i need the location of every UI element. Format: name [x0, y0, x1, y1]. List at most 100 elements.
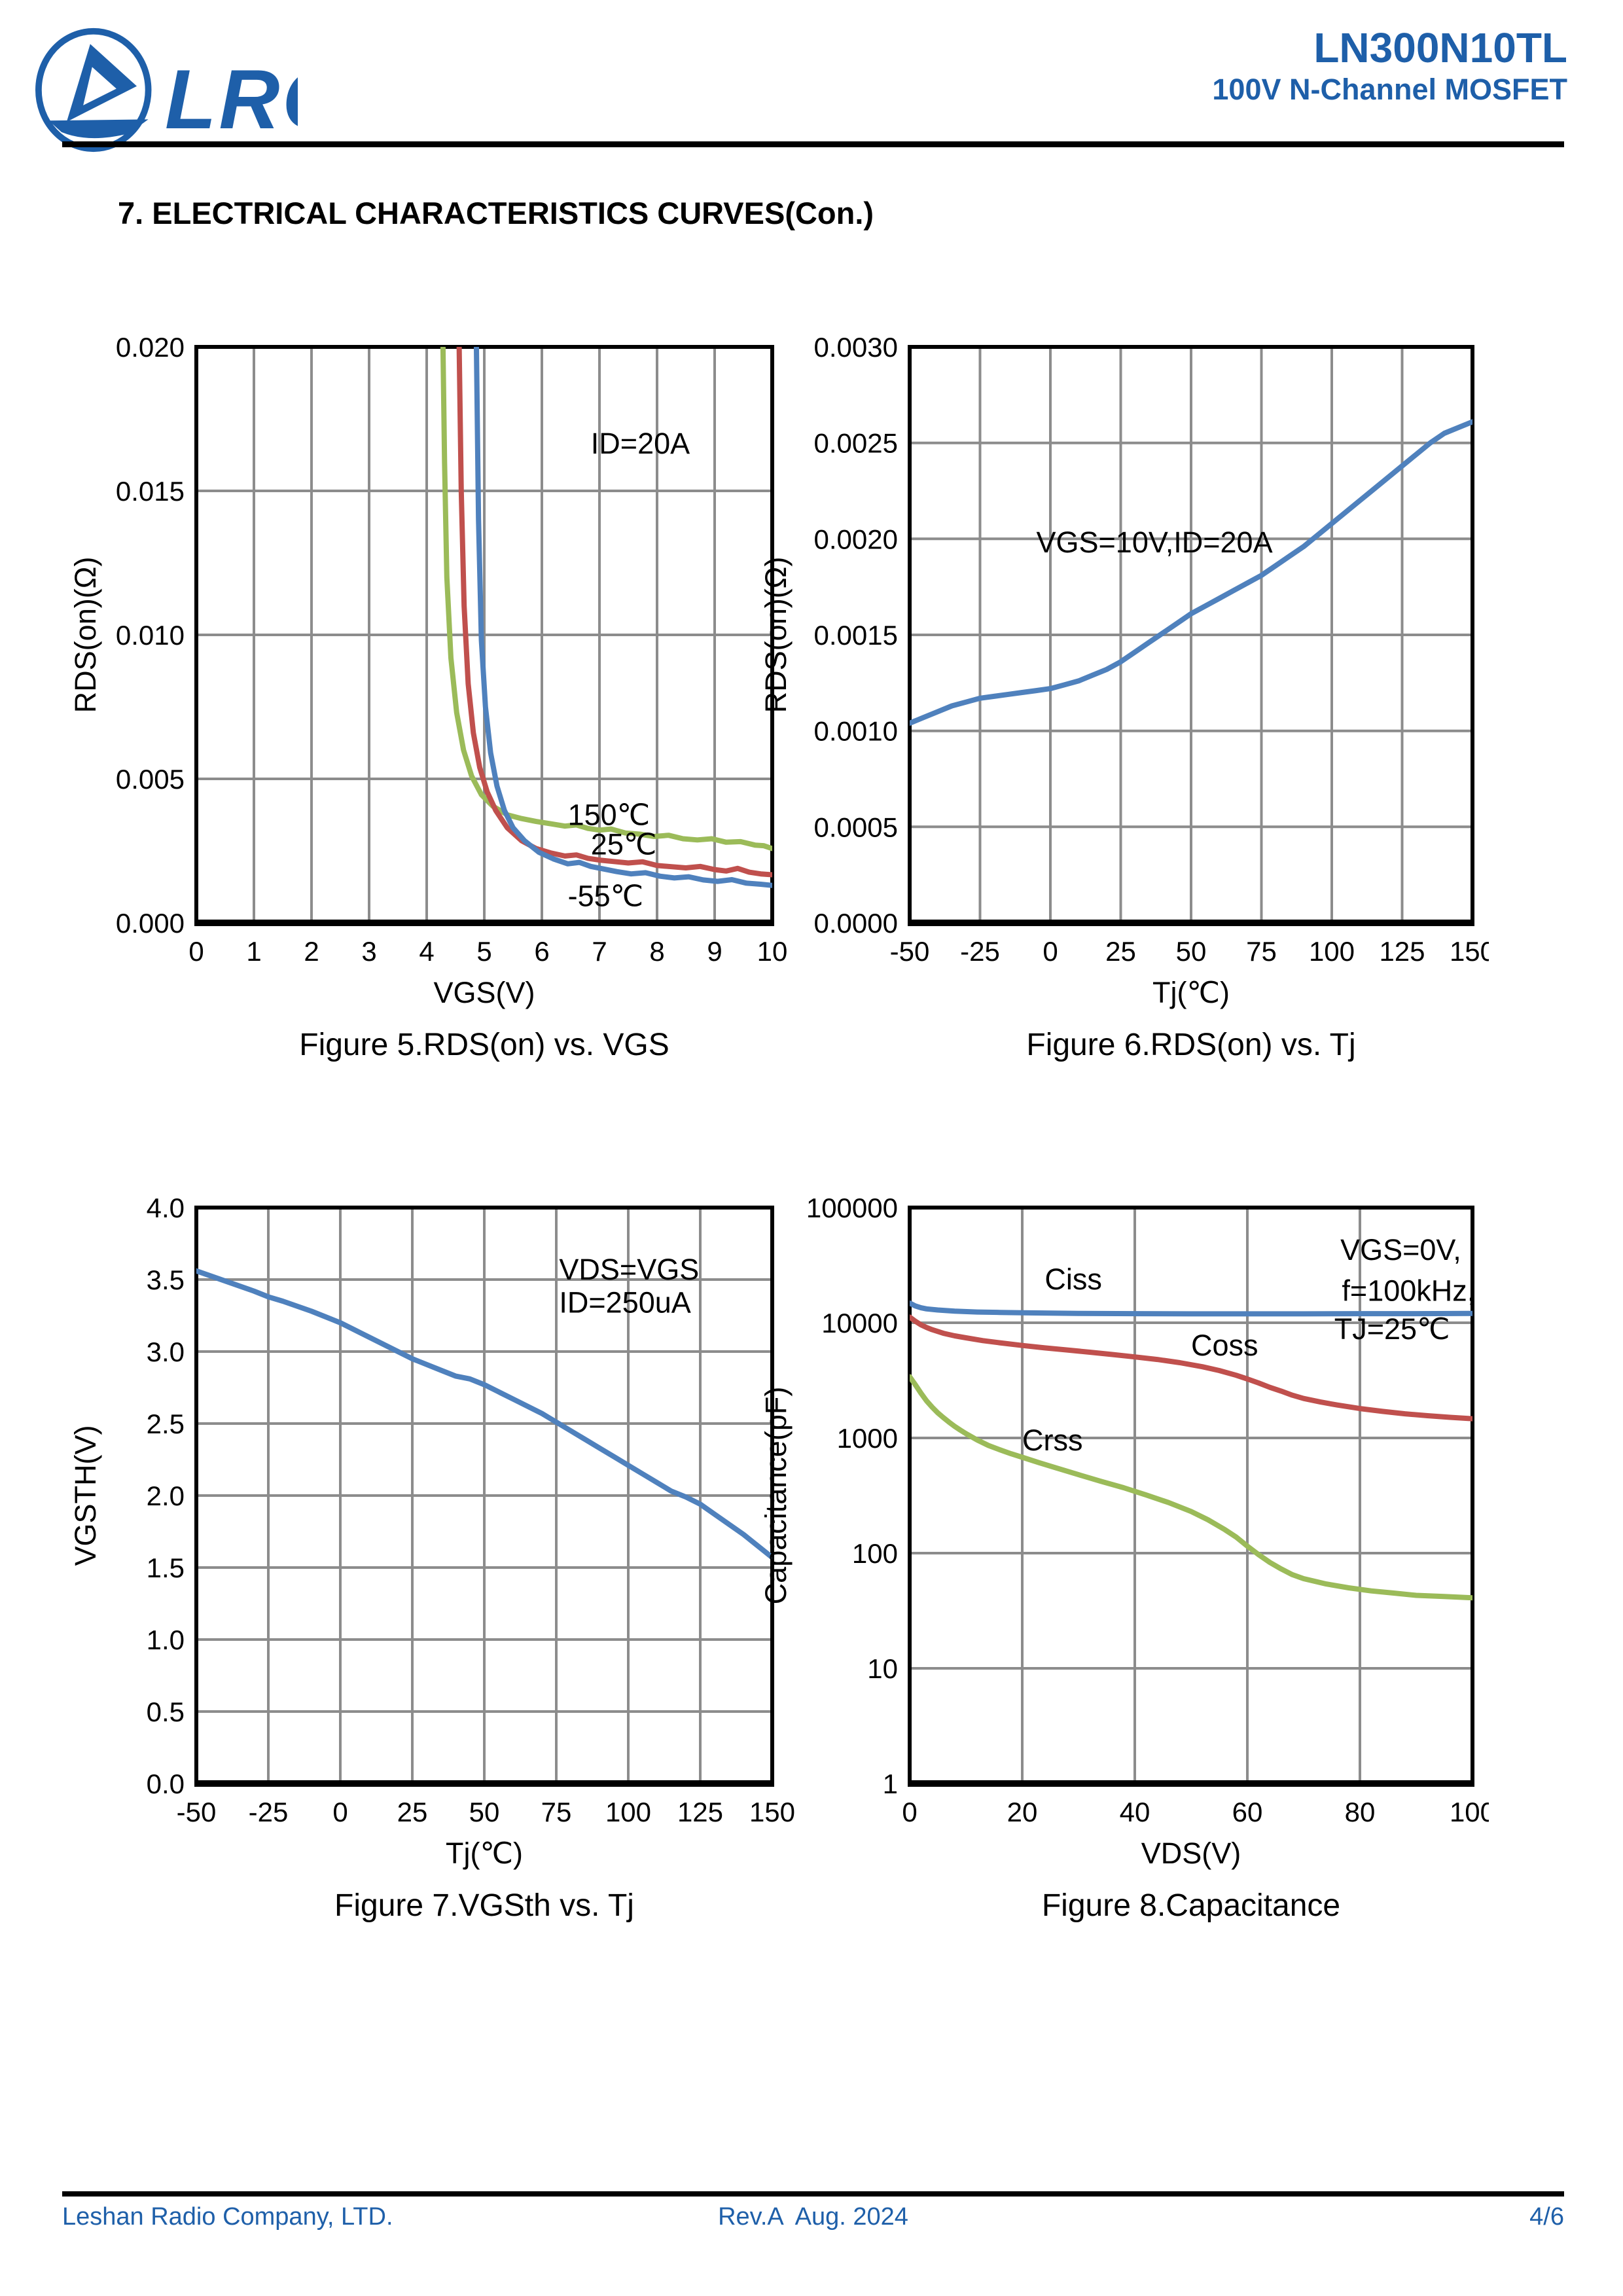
y-tick-label: 100 — [852, 1538, 898, 1569]
part-number: LN300N10TL — [1313, 24, 1567, 71]
x-tick-label: 60 — [1232, 1797, 1263, 1827]
y-tick-label: 0.5 — [147, 1696, 185, 1727]
annotation: Coss — [1191, 1329, 1258, 1362]
y-tick-label: 1.0 — [147, 1624, 185, 1655]
x-axis-label: Tj(℃) — [1152, 976, 1230, 1009]
annotation: VGS=10V,ID=20A — [1037, 526, 1273, 559]
x-tick-label: 100 — [1309, 936, 1355, 967]
x-axis-label: Tj(℃) — [446, 1837, 523, 1870]
y-tick-label: 0.010 — [116, 620, 185, 651]
y-tick-label: 0.0030 — [814, 332, 898, 363]
annotation: ID=250uA — [559, 1286, 690, 1319]
x-axis-label: VGS(V) — [433, 976, 535, 1009]
figure-7: -50 -25 0 25 50 75 100 125 150 0.0 0.5 1.0 1.5 2.0 2.5… — [65, 1145, 798, 1924]
x-tick-label: 6 — [534, 936, 549, 967]
x-tick-label: 75 — [541, 1797, 572, 1827]
footer-company: Leshan Radio Company, LTD. — [62, 2203, 393, 2231]
x-tick-label: 0 — [902, 1797, 917, 1827]
series-Crss — [910, 1374, 1472, 1601]
y-tick-label: 0.0010 — [814, 716, 898, 747]
x-tick-label: -25 — [960, 936, 1000, 967]
footer: Leshan Radio Company, LTD. Rev.A Aug. 20… — [62, 2203, 1564, 2231]
x-tick-label: 5 — [476, 936, 491, 967]
x-tick-label: 80 — [1345, 1797, 1376, 1827]
y-tick-label: 0.0 — [147, 1768, 185, 1799]
x-tick-label: -50 — [177, 1797, 217, 1827]
y-tick-label: 3.0 — [147, 1336, 185, 1367]
section-title: 7. ELECTRICAL CHARACTERISTICS CURVES(Con… — [118, 196, 874, 230]
gridlines — [910, 1208, 1472, 1784]
footer-page-number: 4/6 — [1529, 2203, 1564, 2231]
figure-5: 0 1 2 3 4 5 6 7 8 9 10 0.000 0.005 0.010 0.015 0.020 VGS… — [65, 285, 798, 1063]
axis-tick-labels: 0 1 2 3 4 5 6 7 8 9 10 0.000 0.005 0.010 0.015 0.020 — [116, 332, 787, 967]
x-tick-label: 75 — [1246, 936, 1277, 967]
axis-tick-labels: 0 20 40 60 80 100 1 10 100 1000 10000 100000 — [806, 1193, 1489, 1827]
x-tick-label: 3 — [361, 936, 376, 967]
logo-sail-notch — [83, 67, 116, 105]
y-tick-label: 0.0005 — [814, 812, 898, 842]
y-tick-label: 0.005 — [116, 764, 185, 795]
y-tick-label: 100000 — [806, 1193, 898, 1223]
figure-6: -50 -25 0 25 50 75 100 125 150 0.0000 0.0005 0.0010… — [756, 285, 1489, 1063]
x-tick-label: 50 — [469, 1797, 500, 1827]
y-tick-label: 0.0020 — [814, 524, 898, 554]
annotation: f=100kHz, — [1342, 1274, 1475, 1308]
annotation: VDS=VGS — [559, 1253, 699, 1286]
y-tick-label: 0.0000 — [814, 908, 898, 939]
x-tick-label: 125 — [1379, 936, 1425, 967]
x-tick-label: 50 — [1176, 936, 1207, 967]
annotation: 150℃ — [568, 798, 651, 831]
x-tick-label: 25 — [397, 1797, 428, 1827]
figure-8-chart: 0 20 40 60 80 100 1 10 100 1000 10000 100000 VDS(V) C… — [759, 1193, 1489, 1870]
figure-8: 0 20 40 60 80 100 1 10 100 1000 10000 100000 VDS(V) C… — [756, 1145, 1489, 1924]
x-tick-label: -25 — [249, 1797, 289, 1827]
x-tick-label: 10 — [757, 936, 788, 967]
series-group — [196, 1268, 772, 1560]
y-axis-label: VGSTH(V) — [69, 1425, 102, 1566]
series-group — [440, 347, 772, 888]
annotation: Ciss — [1044, 1263, 1102, 1296]
annotation: VGS=0V, — [1340, 1233, 1461, 1266]
gridlines — [196, 1208, 772, 1784]
x-axis-label: VDS(V) — [1141, 1837, 1241, 1870]
header-rule — [62, 141, 1564, 147]
y-axis-label: Capacitance(pF) — [759, 1387, 793, 1605]
y-tick-label: 1 — [883, 1768, 898, 1799]
y-tick-label: 0.015 — [116, 476, 185, 507]
x-tick-label: 4 — [419, 936, 434, 967]
title-block: LN300N10TL 100V N-Channel MOSFET — [1212, 25, 1567, 109]
x-tick-label: -50 — [890, 936, 930, 967]
x-tick-label: 0 — [188, 936, 204, 967]
y-tick-label: 1.5 — [147, 1552, 185, 1583]
x-tick-label: 1 — [246, 936, 261, 967]
series-Ciss — [910, 1300, 1472, 1317]
annotation: -55℃ — [568, 880, 644, 913]
series-group — [910, 1300, 1472, 1601]
logo-circle-icon — [35, 27, 152, 152]
lrc-logo: LRC — [35, 27, 298, 152]
axis-tick-labels: -50 -25 0 25 50 75 100 125 150 0.0 0.5 1.0 1.5 2.0 2.5… — [147, 1193, 795, 1827]
x-tick-label: 40 — [1120, 1797, 1150, 1827]
figure-6-chart: -50 -25 0 25 50 75 100 125 150 0.0000 0.0005 0.0010… — [759, 332, 1489, 1009]
x-tick-label: 7 — [592, 936, 607, 967]
annotation: Crss — [1022, 1424, 1082, 1457]
figure-5-chart: 0 1 2 3 4 5 6 7 8 9 10 0.000 0.005 0.010 0.015 0.020 VGS… — [69, 332, 787, 1009]
figure-8-caption: Figure 8.Capacitance — [1041, 1888, 1341, 1923]
gridlines — [910, 347, 1472, 923]
x-tick-label: 150 — [749, 1797, 795, 1827]
y-tick-label: 0.0015 — [814, 620, 898, 651]
annotation: TJ=25℃ — [1334, 1312, 1450, 1346]
x-tick-label: 9 — [707, 936, 722, 967]
annotation: ID=20A — [591, 427, 690, 460]
series-Coss — [910, 1314, 1472, 1422]
x-tick-label: 150 — [1450, 936, 1489, 967]
part-subtitle: 100V N-Channel MOSFET — [1212, 73, 1567, 107]
y-tick-label: 0.000 — [116, 908, 185, 939]
x-tick-label: 20 — [1007, 1797, 1038, 1827]
series-25C — [456, 347, 772, 878]
series-group — [910, 419, 1472, 726]
x-tick-label: 100 — [1450, 1797, 1489, 1827]
y-tick-label: 2.0 — [147, 1480, 185, 1511]
y-tick-label: 3.5 — [147, 1265, 185, 1295]
